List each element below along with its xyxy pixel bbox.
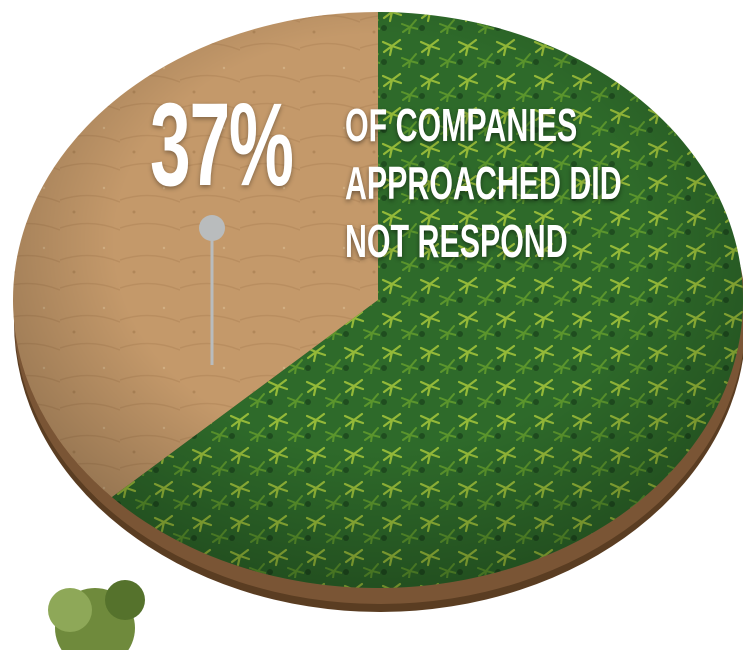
shading <box>13 12 743 588</box>
annotation: OF COMPANIES APPROACHED DID NOT RESPOND <box>345 99 622 267</box>
tree-decoration <box>48 580 145 650</box>
value-label: 37% <box>150 79 294 211</box>
